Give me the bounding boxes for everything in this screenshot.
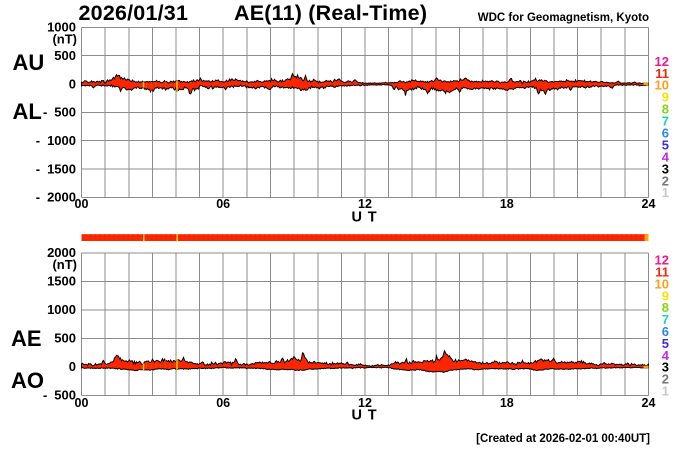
- svg-text:11: 11: [655, 66, 669, 81]
- svg-text:00: 00: [75, 396, 89, 410]
- svg-text:1000: 1000: [47, 133, 76, 148]
- svg-text:2: 2: [662, 372, 669, 387]
- svg-text:1000: 1000: [47, 302, 76, 317]
- svg-text:5: 5: [662, 137, 669, 152]
- svg-text:0: 0: [69, 359, 76, 374]
- svg-text:3: 3: [662, 161, 669, 176]
- svg-text:1500: 1500: [47, 274, 76, 289]
- svg-text:2000: 2000: [47, 190, 76, 205]
- svg-text:500: 500: [54, 48, 76, 63]
- svg-text:18: 18: [500, 396, 514, 410]
- svg-text:24: 24: [642, 396, 656, 410]
- svg-text:500: 500: [54, 105, 76, 120]
- svg-text:1000: 1000: [47, 20, 76, 35]
- svg-text:12: 12: [655, 253, 669, 268]
- svg-text:8: 8: [662, 300, 669, 315]
- svg-text:AL: AL: [13, 99, 42, 124]
- svg-text:10: 10: [655, 78, 669, 93]
- svg-text:11: 11: [655, 265, 669, 280]
- svg-text:-: -: [36, 133, 40, 148]
- svg-text:-: -: [36, 161, 40, 176]
- svg-text:18: 18: [500, 197, 514, 211]
- svg-text:9: 9: [662, 288, 669, 303]
- svg-text:AE(11) (Real-Time): AE(11) (Real-Time): [234, 1, 427, 25]
- svg-text:-: -: [43, 388, 47, 403]
- svg-text:-: -: [43, 105, 47, 120]
- svg-text:3: 3: [662, 360, 669, 375]
- svg-text:10: 10: [655, 276, 669, 291]
- svg-text:9: 9: [662, 90, 669, 105]
- svg-text:06: 06: [216, 396, 230, 410]
- svg-text:-: -: [36, 190, 40, 205]
- svg-text:1500: 1500: [47, 161, 76, 176]
- svg-text:6: 6: [662, 324, 669, 339]
- svg-text:7: 7: [662, 312, 669, 327]
- svg-text:1: 1: [662, 185, 669, 200]
- svg-text:1: 1: [662, 384, 669, 399]
- svg-text:12: 12: [655, 54, 669, 69]
- svg-text:00: 00: [75, 197, 89, 211]
- svg-text:2026/01/31: 2026/01/31: [79, 1, 189, 25]
- svg-text:500: 500: [54, 388, 76, 403]
- svg-text:500: 500: [54, 331, 76, 346]
- svg-text:[Created at 2026-02-01 00:40UT: [Created at 2026-02-01 00:40UT]: [476, 433, 650, 445]
- svg-text:(nT): (nT): [52, 31, 77, 46]
- svg-text:AO: AO: [11, 368, 44, 393]
- svg-text:4: 4: [662, 149, 670, 164]
- svg-text:7: 7: [662, 114, 669, 129]
- svg-text:U T: U T: [351, 209, 377, 225]
- svg-text:06: 06: [216, 197, 230, 211]
- svg-text:WDC for Geomagnetism, Kyoto: WDC for Geomagnetism, Kyoto: [478, 12, 649, 24]
- svg-text:AU: AU: [13, 50, 45, 75]
- svg-text:6: 6: [662, 126, 669, 141]
- svg-text:4: 4: [662, 348, 670, 363]
- svg-text:2: 2: [662, 173, 669, 188]
- svg-text:12: 12: [358, 396, 372, 410]
- svg-text:5: 5: [662, 336, 669, 351]
- svg-text:2000: 2000: [47, 245, 76, 260]
- svg-text:(nT): (nT): [52, 257, 77, 272]
- svg-text:8: 8: [662, 102, 669, 117]
- svg-text:AE: AE: [11, 326, 42, 351]
- svg-text:12: 12: [358, 197, 372, 211]
- svg-text:0: 0: [69, 76, 76, 91]
- svg-text:U T: U T: [351, 407, 377, 423]
- svg-text:24: 24: [642, 197, 656, 211]
